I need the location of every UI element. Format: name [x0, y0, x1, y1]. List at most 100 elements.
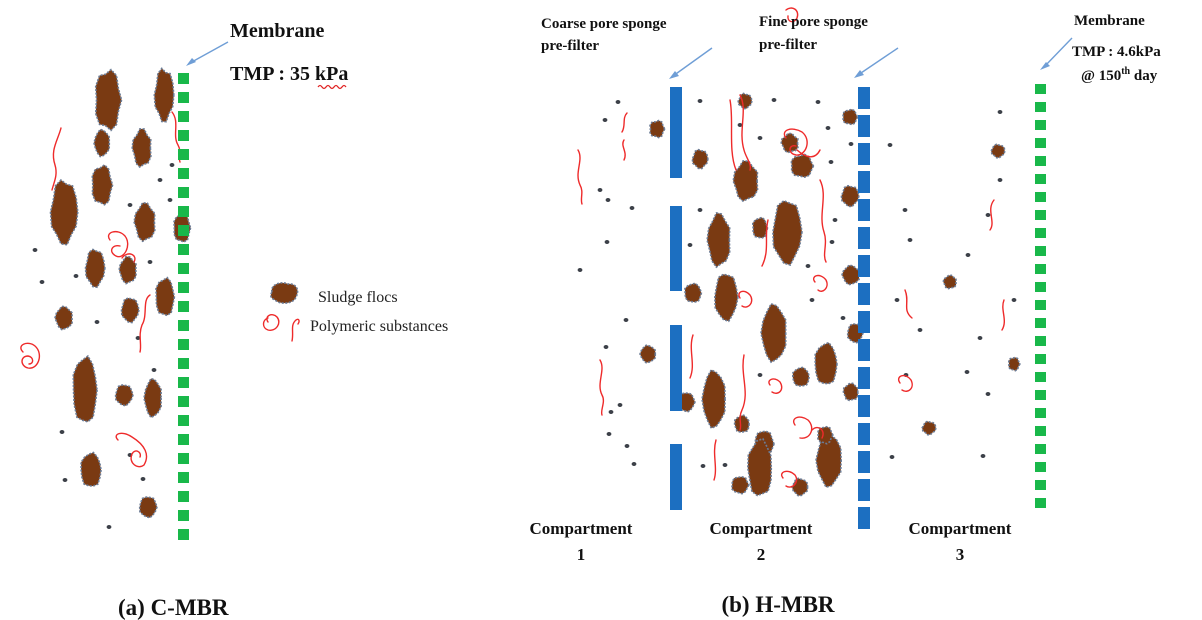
fine-particle: [157, 178, 163, 182]
membrane-segment: [178, 453, 189, 464]
fine-particle: [624, 444, 630, 448]
fine-particle: [964, 370, 970, 374]
fine-particle: [629, 206, 635, 210]
compartment-2-word: Compartment: [710, 519, 813, 538]
fine-particle: [722, 463, 728, 467]
fine-prefilter-segment: [858, 451, 870, 473]
fine-prefilter-segment: [858, 171, 870, 193]
fine-prefilter-segment: [858, 395, 870, 417]
sludge-floc: [131, 128, 152, 169]
fine-particle: [615, 100, 621, 104]
sludge-floc: [791, 477, 809, 497]
coarse-prefilter-segment: [670, 444, 682, 510]
fine-particle: [757, 136, 763, 140]
legend-eps-coil-icon: [262, 314, 280, 331]
fine-particle: [828, 160, 834, 164]
membrane-segment: [178, 111, 189, 122]
fine-particle: [147, 260, 153, 264]
fine-particle: [687, 243, 693, 247]
polymeric-substance: [1001, 299, 1005, 331]
compartment-3-word: Compartment: [909, 519, 1012, 538]
panel-a-cmbr: Membrane TMP : 35 kPa (a) C-MBR: [20, 20, 348, 620]
sludge-floc: [814, 341, 838, 385]
fine-prefilter-segment: [858, 339, 870, 361]
polymeric-substance: [577, 149, 583, 205]
sludge-floc: [1007, 356, 1021, 372]
membrane-segment: [178, 415, 189, 426]
fine-particle: [902, 208, 908, 212]
polymeric-substance: [819, 179, 827, 263]
polymeric-substance: [898, 374, 913, 392]
fine-prefilter-segment: [858, 423, 870, 445]
membrane-segment: [178, 73, 189, 84]
compartment-1-number: 1: [577, 545, 586, 564]
sludge-floc: [691, 148, 709, 170]
polymeric-substance: [713, 439, 717, 481]
fine-particle: [597, 188, 603, 192]
fine-particle: [840, 316, 846, 320]
sludge-floc: [706, 211, 731, 269]
fine-particle: [606, 432, 612, 436]
membrane-segment: [178, 149, 189, 160]
sludge-floc: [817, 425, 834, 445]
polymeric-substance: [107, 230, 129, 258]
panel-a-fine-particles: [32, 163, 188, 529]
membrane-segment: [178, 472, 189, 483]
sludge-floc: [840, 184, 860, 208]
sludge-floc: [990, 143, 1006, 159]
polymeric-substance: [813, 274, 828, 292]
polymeric-substance: [768, 378, 783, 394]
membrane-segment: [178, 187, 189, 198]
membrane-segment: [178, 206, 189, 217]
fine-particle: [700, 464, 706, 468]
membrane-segment: [178, 491, 189, 502]
polymeric-substance: [761, 219, 769, 267]
membrane-segment: [1035, 390, 1046, 400]
coarse-sponge-prefilter: [670, 87, 682, 510]
sludge-floc: [80, 451, 102, 487]
fine-particle: [889, 455, 895, 459]
fine-particle: [140, 477, 146, 481]
fine-particle: [167, 198, 173, 202]
membrane-segment: [1035, 336, 1046, 346]
fine-particle: [59, 430, 65, 434]
fine-particle: [985, 213, 991, 217]
fine-particle: [848, 142, 854, 146]
sludge-floc: [93, 128, 111, 158]
fine-prefilter-segment: [858, 115, 870, 137]
polymeric-substance: [989, 199, 995, 231]
membrane-segment: [1035, 426, 1046, 436]
fine-particle: [602, 118, 608, 122]
fine-particle: [62, 478, 68, 482]
membrane-segment: [1035, 444, 1046, 454]
fine-particle: [985, 392, 991, 396]
membrane-segment: [1035, 192, 1046, 202]
panel-b-day-label: @ 150th day: [1081, 66, 1158, 84]
panel-a-polymeric-substances: [20, 111, 181, 468]
polymeric-substance: [121, 253, 136, 263]
polymeric-substance: [904, 289, 913, 319]
fine-particle: [617, 403, 623, 407]
sludge-floc: [760, 302, 787, 364]
panel-b-membrane-pointer-arrow: [1043, 37, 1073, 68]
fine-particle: [697, 208, 703, 212]
membrane-segment: [1035, 246, 1046, 256]
fine-particle: [917, 328, 923, 332]
sludge-floc: [815, 431, 843, 489]
fine-prefilter-segment: [858, 199, 870, 221]
fine-particle: [980, 454, 986, 458]
panel-b-hmbr: Coarse pore sponge pre-filter Fine pore …: [530, 7, 1161, 617]
polymeric-substance: [51, 127, 62, 191]
fine-prefilter-label-line1: Fine pore sponge: [759, 14, 868, 30]
polymeric-substance: [689, 334, 694, 379]
membrane-segment: [1035, 354, 1046, 364]
day-suffix: day: [1130, 68, 1158, 84]
sludge-floc: [713, 273, 739, 323]
membrane-segment: [178, 92, 189, 103]
membrane-segment: [1035, 282, 1046, 292]
fine-particle: [1011, 298, 1017, 302]
polymeric-substance: [139, 294, 151, 353]
fine-particle: [151, 368, 157, 372]
panel-b-sludge-flocs: [639, 92, 1021, 497]
fine-particle: [815, 100, 821, 104]
